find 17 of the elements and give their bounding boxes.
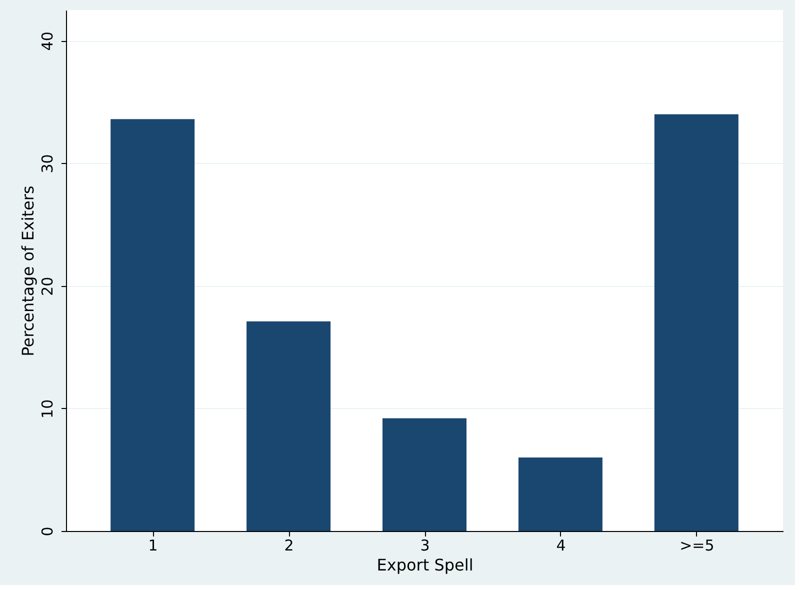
x-tick-label: 4 (556, 536, 566, 554)
y-tick-label: 0 (38, 526, 56, 536)
y-tick-label: 30 (38, 154, 56, 174)
x-axis-title: Export Spell (376, 556, 474, 574)
bar (654, 114, 738, 531)
bar (518, 457, 602, 531)
bar (110, 119, 195, 531)
x-tick-label: 1 (148, 536, 158, 554)
y-axis-title: Percentage of Exiters (18, 186, 38, 356)
y-tick-label: 40 (38, 32, 56, 51)
x-tick-label: 2 (284, 536, 294, 554)
x-tick-label: >=5 (680, 536, 714, 554)
y-tick-label: 20 (38, 276, 56, 296)
bar (382, 418, 466, 531)
bar (246, 321, 331, 531)
x-tick-label: 3 (420, 536, 430, 554)
y-tick-label: 10 (38, 399, 56, 418)
